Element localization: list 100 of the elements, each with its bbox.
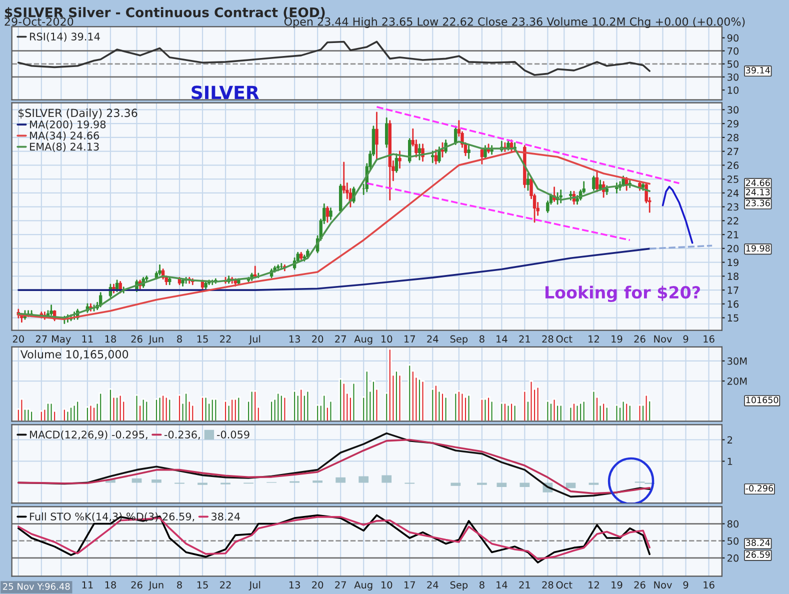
- y-tick-label: 23: [728, 203, 738, 211]
- line-series: [662, 186, 694, 244]
- legend-label: MA(200) 19.98: [30, 120, 106, 130]
- y-tick-label: 21: [728, 231, 738, 238]
- x-tick-label: 11: [82, 581, 93, 588]
- y-tick-label: 50: [728, 60, 739, 68]
- x-tick-label: 15: [197, 335, 208, 343]
- y-tick-label: 20M: [728, 377, 747, 385]
- candlestick: [526, 172, 530, 191]
- x-tick-label: 9: [683, 335, 688, 343]
- x-tick-label: 12: [588, 581, 599, 588]
- x-tick-label: 27: [335, 335, 346, 343]
- x-tick-label: 14: [496, 581, 508, 588]
- candlestick: [394, 153, 398, 173]
- y-tick-label: 50: [728, 537, 739, 545]
- text: -0.296: [746, 484, 774, 492]
- y-tick-label: 30: [728, 73, 739, 81]
- candlestick: [454, 126, 458, 146]
- x-tick-label: 17: [404, 581, 415, 588]
- y-tick-label: 28: [728, 134, 738, 142]
- text: 25 Nov Y:96.48: [3, 583, 70, 590]
- x-tick-label: 8: [177, 581, 182, 589]
- x-tick-label: 21: [519, 335, 530, 343]
- annotation: Volume 10,165,000: [20, 350, 128, 360]
- x-tick-label: 26: [131, 335, 142, 343]
- text: 23.36: [746, 200, 770, 206]
- x-tick-label: 13: [289, 581, 300, 589]
- x-tick-label: 11: [82, 335, 93, 343]
- x-tick-label: May: [52, 335, 71, 345]
- x-tick-label: Nov: [654, 335, 672, 343]
- chart-subtitle: 29-Oct-2020: [4, 17, 74, 26]
- y-tick-label: 80: [727, 520, 739, 528]
- y-tick-label: 25: [728, 176, 738, 183]
- bar: [520, 482, 530, 488]
- y-tick-label: 70: [728, 47, 739, 55]
- x-tick-label: 22: [220, 335, 231, 343]
- y-tick-label: 26: [728, 162, 739, 170]
- x-tick-label: 8: [480, 581, 484, 589]
- x-tick-label: Aug: [354, 581, 372, 590]
- annotation: Open 23.44 High 23.65 Low 22.62 Close 23.36 Volume 10.2M Chg +0.00 (+0.00%): [284, 17, 745, 28]
- x-tick-label: 10: [381, 581, 392, 589]
- candlestick: [398, 150, 402, 169]
- x-tick-label: 8: [177, 335, 182, 343]
- legend-label: -0.236,: [164, 430, 200, 440]
- x-tick-label: 26: [131, 581, 142, 589]
- bar: [152, 479, 162, 483]
- annotation: SILVER: [192, 86, 259, 100]
- bar: [358, 476, 369, 483]
- x-tick-label: Nov: [654, 581, 672, 589]
- x-tick-label: Sep: [450, 335, 468, 345]
- x-tick-label: Aug: [354, 335, 372, 345]
- candlestick: [50, 304, 53, 316]
- x-tick-label: 18: [105, 335, 116, 343]
- x-tick-label: 28: [542, 335, 554, 343]
- candlestick: [598, 180, 602, 191]
- x-tick-label: 20: [312, 335, 324, 343]
- x-tick-label: 8: [480, 335, 484, 343]
- x-tick-label: 24: [427, 335, 438, 343]
- x-tick-label: 17: [404, 335, 415, 343]
- x-tick-label: 13: [289, 335, 300, 343]
- x-tick-label: 26: [634, 335, 646, 343]
- line-series: [18, 40, 651, 76]
- candlestick: [329, 207, 332, 220]
- x-tick-label: 21: [519, 581, 530, 588]
- candlestick: [418, 144, 422, 160]
- x-tick-label: 28: [542, 581, 554, 589]
- x-tick-label: 10: [381, 335, 392, 343]
- y-tick-label: 10: [728, 86, 739, 94]
- x-tick-label: Jun: [148, 581, 164, 590]
- annotation: Looking for $20?: [546, 286, 700, 302]
- x-tick-label: Jul: [248, 581, 260, 590]
- text: 19.98: [746, 244, 770, 252]
- y-tick-label: 20: [728, 554, 739, 562]
- candlestick: [158, 264, 162, 276]
- candlestick: [467, 145, 470, 159]
- y-tick-label: 17: [728, 286, 738, 294]
- x-tick-label: 16: [704, 335, 714, 343]
- x-tick-label: 16: [704, 581, 714, 589]
- x-tick-label: 9: [683, 581, 688, 589]
- bar: [496, 482, 507, 488]
- legend-label: EMA(8) 24.13: [30, 142, 99, 152]
- x-tick-label: 15: [197, 581, 208, 589]
- bar: [132, 478, 142, 483]
- text: 38.24: [746, 539, 770, 546]
- y-tick-label: 15: [728, 314, 738, 322]
- candlestick: [434, 149, 438, 164]
- y-tick-label: 27: [728, 148, 738, 156]
- bar: [382, 475, 392, 483]
- y-tick-label: 30M: [728, 357, 747, 365]
- x-tick-label: 20: [312, 581, 324, 589]
- y-tick-label: 20: [728, 244, 739, 252]
- y-tick-label: 24: [728, 189, 739, 197]
- x-tick-label: 19: [612, 335, 622, 343]
- y-tick-label: 29: [728, 120, 738, 128]
- text: 26.59: [746, 551, 770, 558]
- text: 24.66: [746, 179, 770, 186]
- legend-title: $SILVER (Daily) 23.36: [18, 108, 138, 120]
- y-tick-label: 90: [727, 34, 739, 42]
- candlestick: [440, 142, 444, 158]
- line-series: [18, 438, 651, 494]
